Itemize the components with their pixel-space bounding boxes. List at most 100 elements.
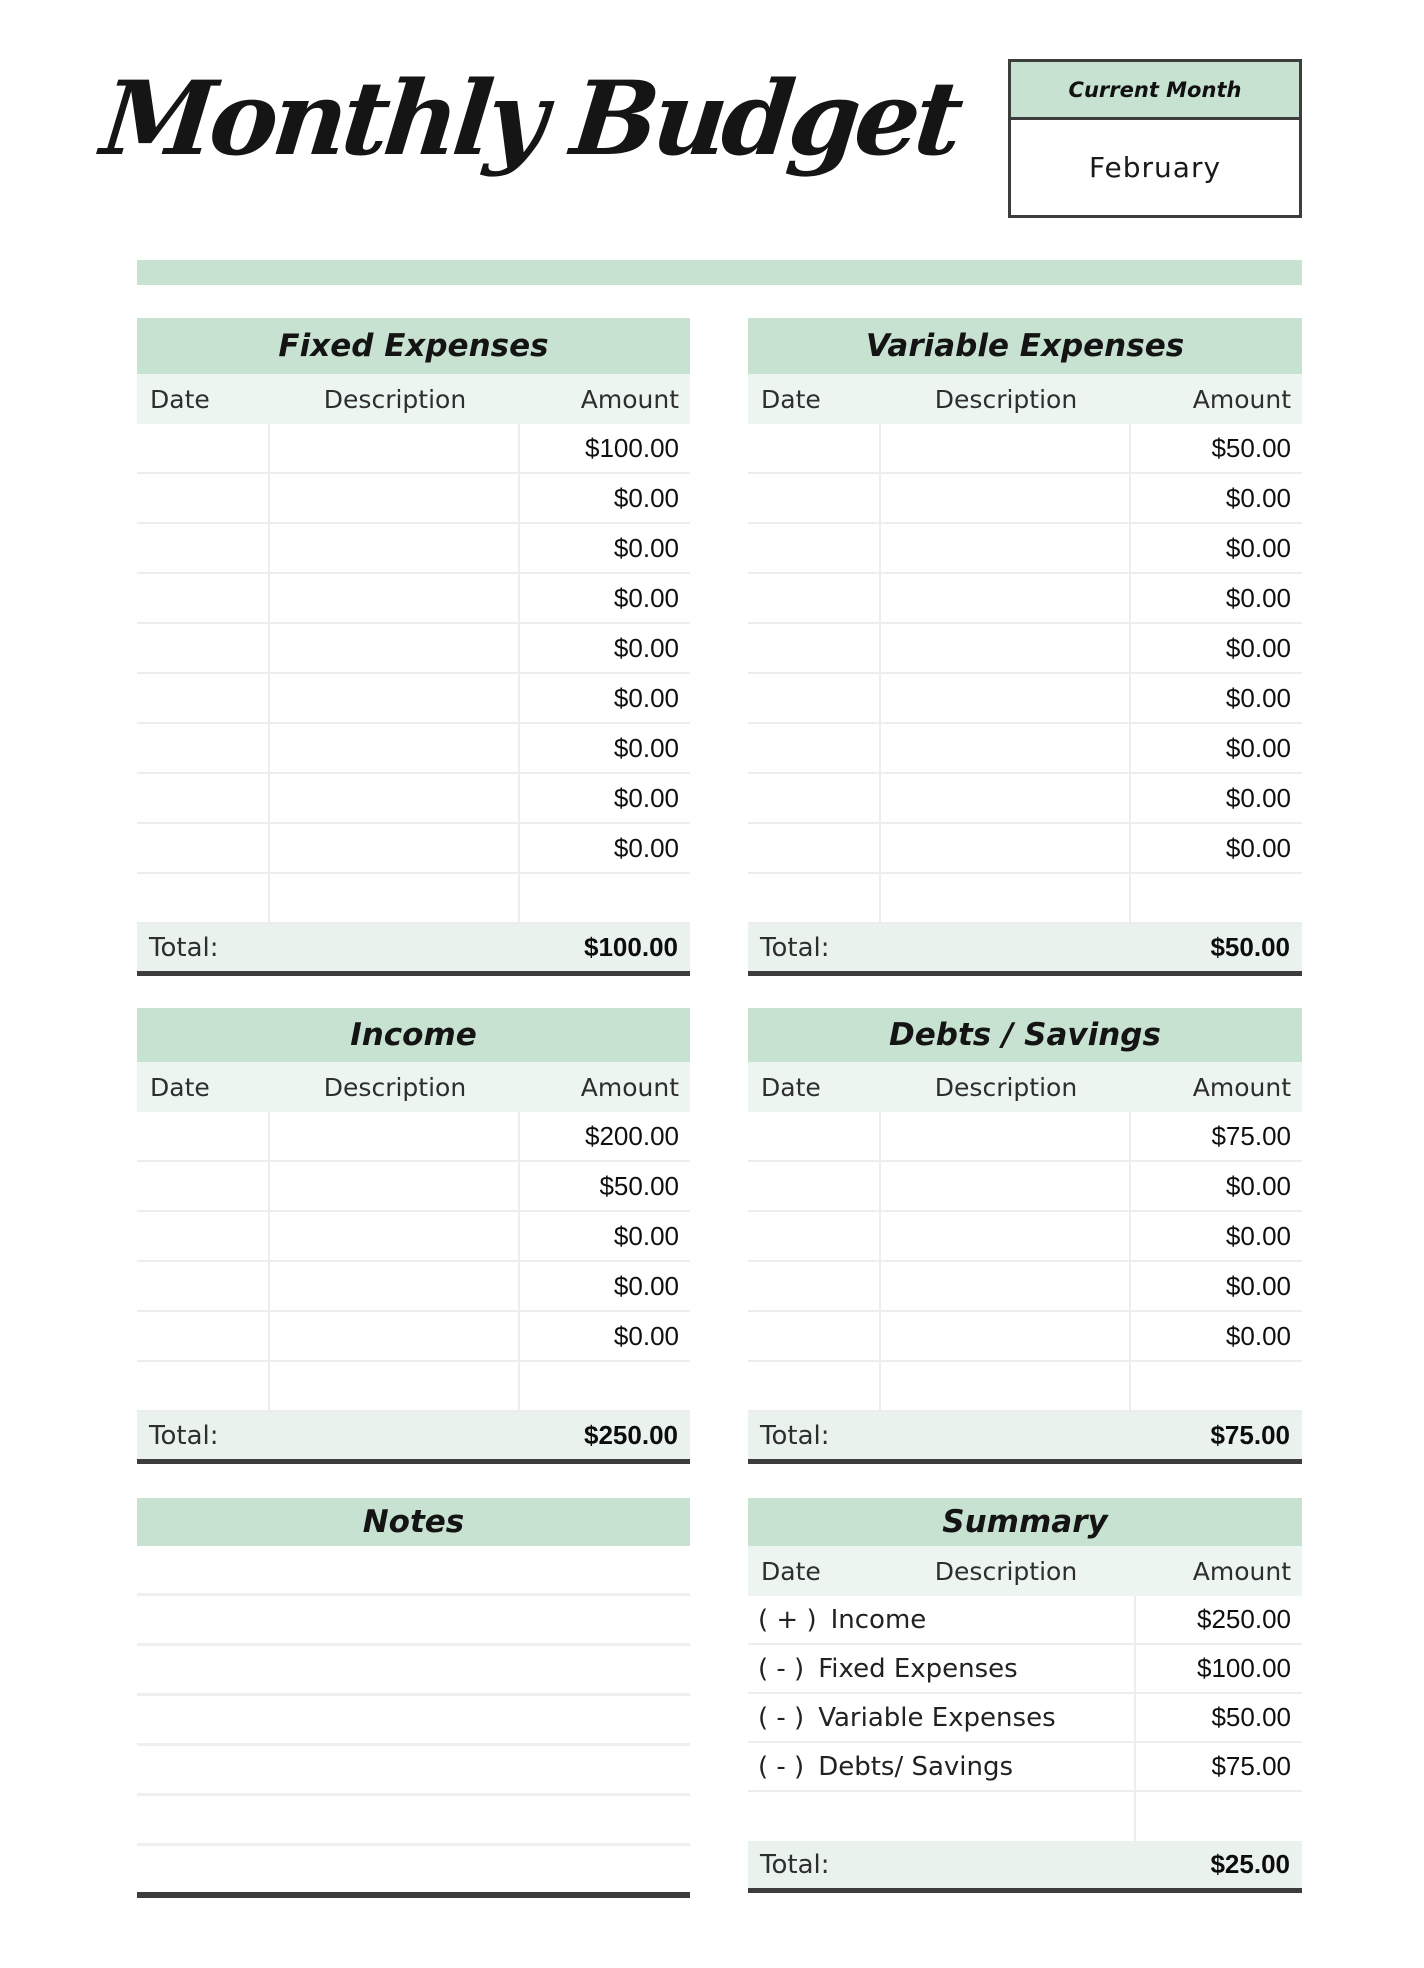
amount-cell[interactable] [1131, 1362, 1302, 1410]
amount-cell[interactable]: $50.00 [599, 1170, 679, 1201]
date-cell[interactable] [137, 624, 270, 672]
date-cell[interactable] [748, 674, 881, 722]
amount-cell[interactable]: $0.00 [1225, 1170, 1291, 1201]
amount-cell[interactable]: $0.00 [1225, 1320, 1291, 1351]
amount-cell[interactable]: $0.00 [613, 632, 679, 663]
amount-cell[interactable]: $0.00 [1225, 682, 1291, 713]
amount-cell[interactable]: $0.00 [1225, 782, 1291, 813]
description-cell[interactable] [270, 524, 520, 572]
amount-cell[interactable]: $0.00 [1225, 582, 1291, 613]
date-cell[interactable] [748, 824, 881, 872]
amount-cell[interactable]: $0.00 [1225, 1270, 1291, 1301]
description-cell[interactable] [881, 524, 1131, 572]
description-cell[interactable] [270, 1212, 520, 1260]
amount-cell[interactable]: $0.00 [613, 1220, 679, 1251]
amount-cell[interactable]: $0.00 [613, 1320, 679, 1351]
date-cell[interactable] [748, 1312, 881, 1360]
amount-cell[interactable]: $0.00 [613, 582, 679, 613]
amount-cell[interactable]: $0.00 [613, 782, 679, 813]
date-cell[interactable] [137, 474, 270, 522]
date-cell[interactable] [137, 874, 270, 922]
date-cell[interactable] [748, 1362, 881, 1410]
date-cell[interactable] [137, 1212, 270, 1260]
amount-cell[interactable]: $0.00 [613, 1270, 679, 1301]
notes-line[interactable] [137, 1746, 690, 1796]
amount-cell[interactable]: $0.00 [1225, 482, 1291, 513]
date-cell[interactable] [748, 1262, 881, 1310]
amount-cell[interactable]: $100.00 [585, 432, 679, 463]
amount-cell[interactable]: $75.00 [1211, 1120, 1291, 1151]
date-cell[interactable] [137, 824, 270, 872]
date-cell[interactable] [137, 1262, 270, 1310]
description-cell[interactable] [881, 874, 1131, 922]
date-cell[interactable] [748, 1112, 881, 1160]
date-cell[interactable] [137, 1162, 270, 1210]
date-cell[interactable] [137, 1312, 270, 1360]
description-cell[interactable] [270, 824, 520, 872]
notes-line[interactable] [137, 1546, 690, 1596]
amount-cell[interactable]: $0.00 [1225, 1220, 1291, 1251]
notes-line[interactable] [137, 1596, 690, 1646]
date-cell[interactable] [137, 574, 270, 622]
date-cell[interactable] [748, 774, 881, 822]
description-cell[interactable] [881, 1312, 1131, 1360]
date-cell[interactable] [137, 724, 270, 772]
description-cell[interactable] [881, 1262, 1131, 1310]
description-cell[interactable] [270, 724, 520, 772]
amount-cell[interactable]: $0.00 [613, 732, 679, 763]
description-cell[interactable] [881, 724, 1131, 772]
description-cell[interactable] [881, 474, 1131, 522]
description-cell[interactable] [881, 1212, 1131, 1260]
amount-cell[interactable]: $0.00 [613, 482, 679, 513]
amount-cell[interactable]: $0.00 [613, 532, 679, 563]
description-cell[interactable] [881, 574, 1131, 622]
amount-cell[interactable]: $0.00 [1225, 532, 1291, 563]
current-month-value[interactable]: February [1088, 151, 1222, 184]
date-cell[interactable] [748, 1212, 881, 1260]
amount-cell[interactable] [520, 874, 690, 922]
description-cell[interactable] [881, 1162, 1131, 1210]
date-cell[interactable] [748, 1162, 881, 1210]
date-cell[interactable] [748, 624, 881, 672]
amount-cell[interactable]: $50.00 [1211, 432, 1291, 463]
description-cell[interactable] [270, 674, 520, 722]
date-cell[interactable] [137, 424, 270, 472]
date-cell[interactable] [137, 774, 270, 822]
date-cell[interactable] [748, 524, 881, 572]
amount-cell[interactable] [520, 1362, 690, 1410]
notes-line[interactable] [137, 1796, 690, 1846]
date-cell[interactable] [748, 874, 881, 922]
description-cell[interactable] [881, 674, 1131, 722]
description-cell[interactable] [270, 574, 520, 622]
description-cell[interactable] [270, 1312, 520, 1360]
date-cell[interactable] [137, 524, 270, 572]
description-cell[interactable] [270, 1262, 520, 1310]
amount-cell[interactable]: $0.00 [1225, 732, 1291, 763]
date-cell[interactable] [748, 724, 881, 772]
description-cell[interactable] [881, 1112, 1131, 1160]
date-cell[interactable] [748, 424, 881, 472]
date-cell[interactable] [137, 674, 270, 722]
amount-cell[interactable]: $0.00 [613, 832, 679, 863]
description-cell[interactable] [881, 424, 1131, 472]
description-cell[interactable] [270, 624, 520, 672]
date-cell[interactable] [748, 474, 881, 522]
notes-line[interactable] [137, 1646, 690, 1696]
description-cell[interactable] [270, 474, 520, 522]
amount-cell[interactable]: $0.00 [1225, 632, 1291, 663]
description-cell[interactable] [881, 824, 1131, 872]
date-cell[interactable] [137, 1112, 270, 1160]
description-cell[interactable] [270, 424, 520, 472]
description-cell[interactable] [270, 1362, 520, 1410]
description-cell[interactable] [881, 774, 1131, 822]
date-cell[interactable] [748, 574, 881, 622]
notes-line[interactable] [137, 1696, 690, 1746]
amount-cell[interactable]: $200.00 [585, 1120, 679, 1151]
description-cell[interactable] [270, 1112, 520, 1160]
description-cell[interactable] [881, 1362, 1131, 1410]
description-cell[interactable] [881, 624, 1131, 672]
description-cell[interactable] [270, 1162, 520, 1210]
amount-cell[interactable]: $0.00 [613, 682, 679, 713]
amount-cell[interactable] [1131, 874, 1302, 922]
amount-cell[interactable]: $0.00 [1225, 832, 1291, 863]
